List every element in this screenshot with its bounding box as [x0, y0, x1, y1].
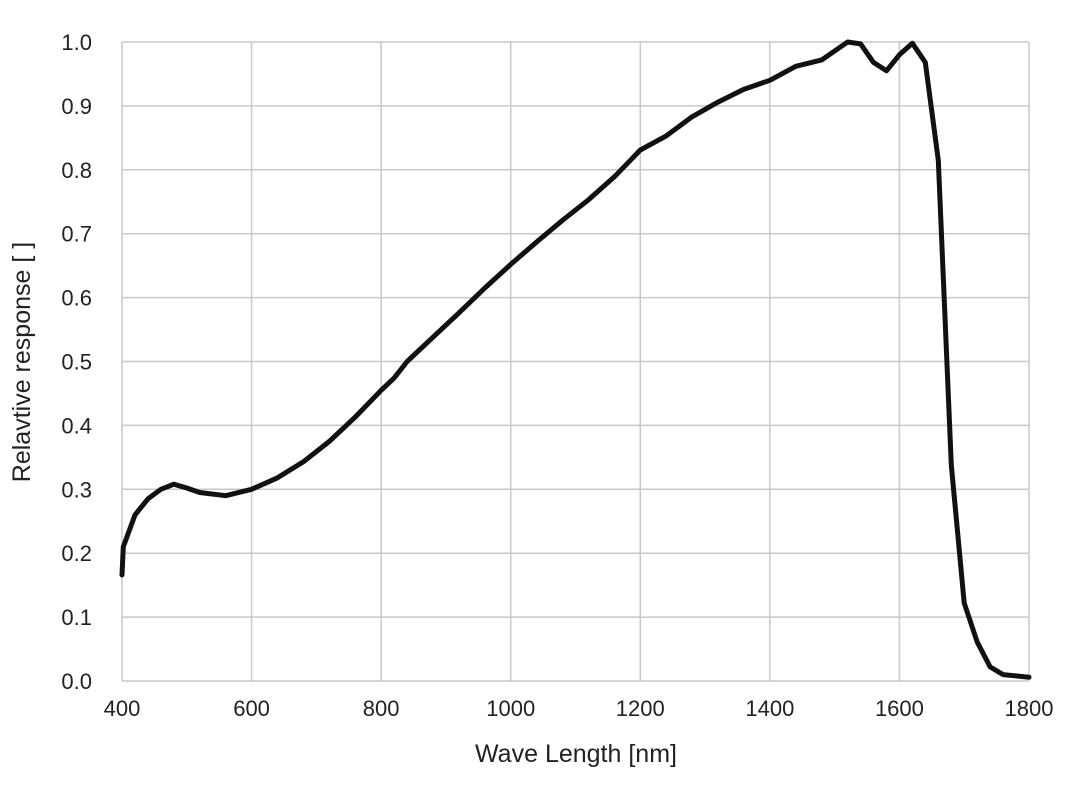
y-tick-label: 0.3 — [61, 477, 92, 502]
x-tick-label: 1600 — [875, 696, 924, 721]
y-tick-label: 0.0 — [61, 669, 92, 694]
y-axis-label: Relavtive response [ ] — [8, 242, 36, 482]
x-tick-label: 400 — [104, 696, 141, 721]
y-tick-label: 0.5 — [61, 350, 92, 375]
x-tick-label: 600 — [233, 696, 270, 721]
y-tick-label: 0.1 — [61, 605, 92, 630]
x-tick-label: 1000 — [486, 696, 535, 721]
x-tick-label: 800 — [363, 696, 400, 721]
y-tick-label: 0.8 — [61, 158, 92, 183]
y-tick-label: 0.6 — [61, 286, 92, 311]
x-tick-label: 1400 — [745, 696, 794, 721]
x-tick-label: 1200 — [616, 696, 665, 721]
y-tick-label: 0.9 — [61, 94, 92, 119]
x-axis-label: Wave Length [nm] — [475, 740, 677, 768]
series-line — [119, 39, 1032, 680]
y-tick-label: 0.2 — [61, 541, 92, 566]
grid — [121, 41, 1030, 682]
x-tick-label: 1800 — [1005, 696, 1054, 721]
y-tick-label: 1.0 — [61, 30, 92, 55]
y-tick-label: 0.7 — [61, 222, 92, 247]
tick-labels: 400 600 800 1000 1200 1400 1600 1800 0.0 0.1 0.2 0.… — [61, 30, 1053, 721]
y-tick-label: 0.4 — [61, 413, 92, 438]
